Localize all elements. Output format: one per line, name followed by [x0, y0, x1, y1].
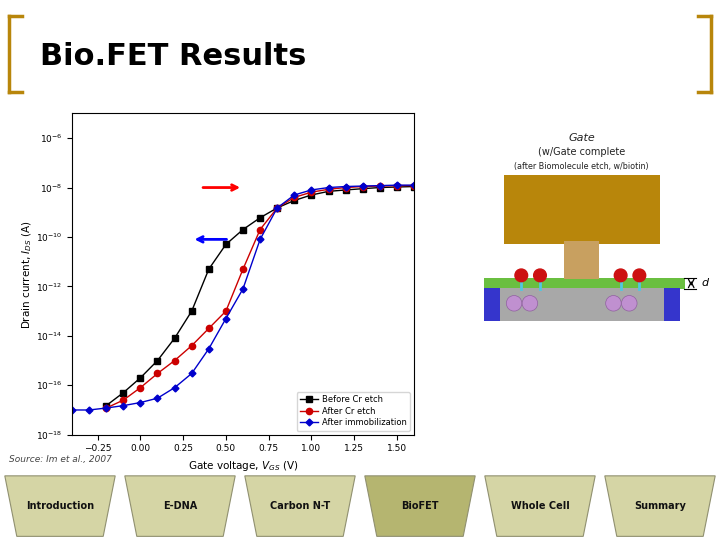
Before Cr etch: [392, 184, 401, 190]
Text: Introduction: Introduction: [26, 502, 94, 511]
Circle shape: [534, 269, 546, 282]
Text: (after Biomolecule etch, w/biotin): (after Biomolecule etch, w/biotin): [515, 162, 649, 171]
After immobilization: [222, 315, 230, 322]
Bar: [664, 288, 680, 321]
Before Cr etch: [410, 183, 418, 190]
After Cr etch: [102, 405, 111, 411]
Line: After Cr etch: After Cr etch: [103, 183, 417, 411]
After immobilization: [256, 236, 264, 242]
After immobilization: [359, 183, 367, 190]
After immobilization: [136, 399, 145, 406]
After immobilization: [273, 205, 282, 211]
After immobilization: [324, 184, 333, 191]
Before Cr etch: [102, 402, 111, 409]
Text: BioFET: BioFET: [401, 502, 438, 511]
After Cr etch: [376, 183, 384, 190]
Text: Bio.FET Results: Bio.FET Results: [40, 42, 306, 71]
Y-axis label: Drain current, $I_{DS}$ (A): Drain current, $I_{DS}$ (A): [21, 220, 35, 328]
Before Cr etch: [238, 226, 247, 233]
Circle shape: [522, 295, 538, 311]
After immobilization: [85, 407, 94, 413]
Before Cr etch: [324, 188, 333, 194]
After immobilization: [170, 384, 179, 391]
X-axis label: Gate voltage, $V_{GS}$ (V): Gate voltage, $V_{GS}$ (V): [188, 459, 298, 473]
After Cr etch: [273, 205, 282, 211]
After Cr etch: [392, 183, 401, 189]
After immobilization: [341, 183, 350, 190]
Polygon shape: [245, 476, 355, 536]
Legend: Before Cr etch, After Cr etch, After immobilization: Before Cr etch, After Cr etch, After imm…: [297, 392, 410, 430]
After Cr etch: [222, 308, 230, 314]
Line: After immobilization: After immobilization: [70, 183, 416, 413]
Text: Whole Cell: Whole Cell: [510, 502, 570, 511]
After Cr etch: [136, 384, 145, 391]
After immobilization: [204, 346, 213, 352]
After immobilization: [307, 187, 315, 193]
Text: Source: Im et al., 2007: Source: Im et al., 2007: [9, 455, 112, 464]
Before Cr etch: [376, 184, 384, 191]
After immobilization: [238, 286, 247, 292]
Bar: [564, 241, 599, 279]
Circle shape: [506, 295, 522, 311]
After Cr etch: [307, 189, 315, 195]
Bar: [484, 288, 500, 321]
Polygon shape: [365, 476, 475, 536]
Polygon shape: [5, 476, 115, 536]
Before Cr etch: [256, 214, 264, 221]
Bar: [504, 175, 660, 244]
Circle shape: [621, 295, 637, 311]
Polygon shape: [125, 476, 235, 536]
After immobilization: [153, 395, 162, 401]
After Cr etch: [256, 226, 264, 233]
After immobilization: [410, 182, 418, 188]
Before Cr etch: [290, 197, 299, 204]
After immobilization: [187, 370, 196, 377]
After Cr etch: [410, 183, 418, 189]
Text: d: d: [701, 279, 708, 288]
After immobilization: [290, 192, 299, 198]
Before Cr etch: [119, 389, 127, 396]
After immobilization: [376, 183, 384, 189]
Text: Summary: Summary: [634, 502, 686, 511]
Before Cr etch: [222, 241, 230, 248]
Before Cr etch: [341, 187, 350, 193]
Before Cr etch: [170, 335, 179, 341]
After Cr etch: [290, 194, 299, 201]
Circle shape: [515, 269, 528, 282]
After Cr etch: [204, 325, 213, 332]
Polygon shape: [485, 476, 595, 536]
Circle shape: [633, 269, 646, 282]
After Cr etch: [324, 186, 333, 193]
Polygon shape: [605, 476, 715, 536]
After Cr etch: [238, 266, 247, 272]
After Cr etch: [153, 370, 162, 377]
After immobilization: [102, 405, 111, 411]
Bar: [498, 288, 671, 321]
Text: Carbon N-T: Carbon N-T: [270, 502, 330, 511]
Before Cr etch: [307, 192, 315, 198]
Before Cr etch: [187, 308, 196, 314]
Before Cr etch: [359, 185, 367, 192]
After Cr etch: [119, 397, 127, 403]
Line: Before Cr etch: Before Cr etch: [103, 184, 417, 409]
After Cr etch: [341, 184, 350, 191]
Text: (w/Gate complete: (w/Gate complete: [538, 147, 626, 157]
Circle shape: [606, 295, 621, 311]
Before Cr etch: [136, 375, 145, 381]
Text: Gate: Gate: [568, 133, 595, 143]
Circle shape: [614, 269, 627, 282]
Before Cr etch: [273, 205, 282, 211]
After Cr etch: [359, 183, 367, 190]
Bar: [484, 278, 685, 289]
Before Cr etch: [204, 266, 213, 272]
After immobilization: [119, 402, 127, 409]
After immobilization: [392, 182, 401, 188]
After immobilization: [68, 407, 76, 413]
Before Cr etch: [153, 357, 162, 364]
After Cr etch: [187, 342, 196, 349]
Text: E-DNA: E-DNA: [163, 502, 197, 511]
After Cr etch: [170, 357, 179, 364]
